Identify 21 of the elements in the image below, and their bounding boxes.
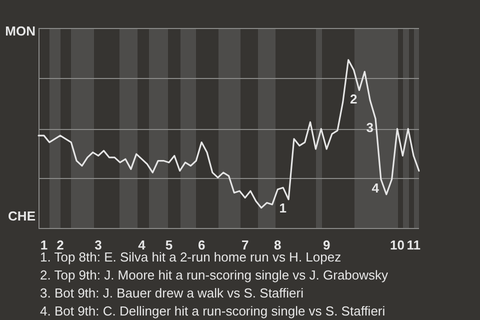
- x-tick-label: 3: [94, 237, 102, 252]
- text: 4. Bot 9th: C. Dellinger hit a run-scoring single vs S. Staffieri: [40, 304, 386, 319]
- x-tick-label: 5: [165, 237, 173, 252]
- x-tick-label: 10: [390, 237, 404, 252]
- ref-line-label: MON: [5, 24, 36, 39]
- annotation: 3: [366, 120, 374, 135]
- ref-line-label: CHE: [8, 208, 36, 224]
- annotation: 4: [372, 180, 380, 196]
- x-tick-label: 4: [138, 237, 146, 252]
- text: 2. Top 9th: J. Moore hit a run-scoring single vs J. Grabowsky: [40, 268, 389, 283]
- x-tick-label: 7: [241, 237, 249, 252]
- x-tick-label: 6: [198, 237, 206, 252]
- x-tick-label: 8: [274, 237, 282, 252]
- x-tick-label: 11: [406, 237, 420, 252]
- x-tick-label: 9: [322, 237, 330, 252]
- x-tick-label: 1: [40, 237, 48, 252]
- text: 3. Bot 9th: J. Bauer drew a walk vs S. Staffieri: [40, 286, 304, 301]
- annotation: 1: [279, 200, 287, 216]
- x-tick-label: 2: [56, 237, 64, 252]
- annotation: 2: [350, 91, 358, 106]
- text: 1. Top 8th: E. Silva hit a 2-run home run vs H. Lopez: [40, 250, 342, 265]
